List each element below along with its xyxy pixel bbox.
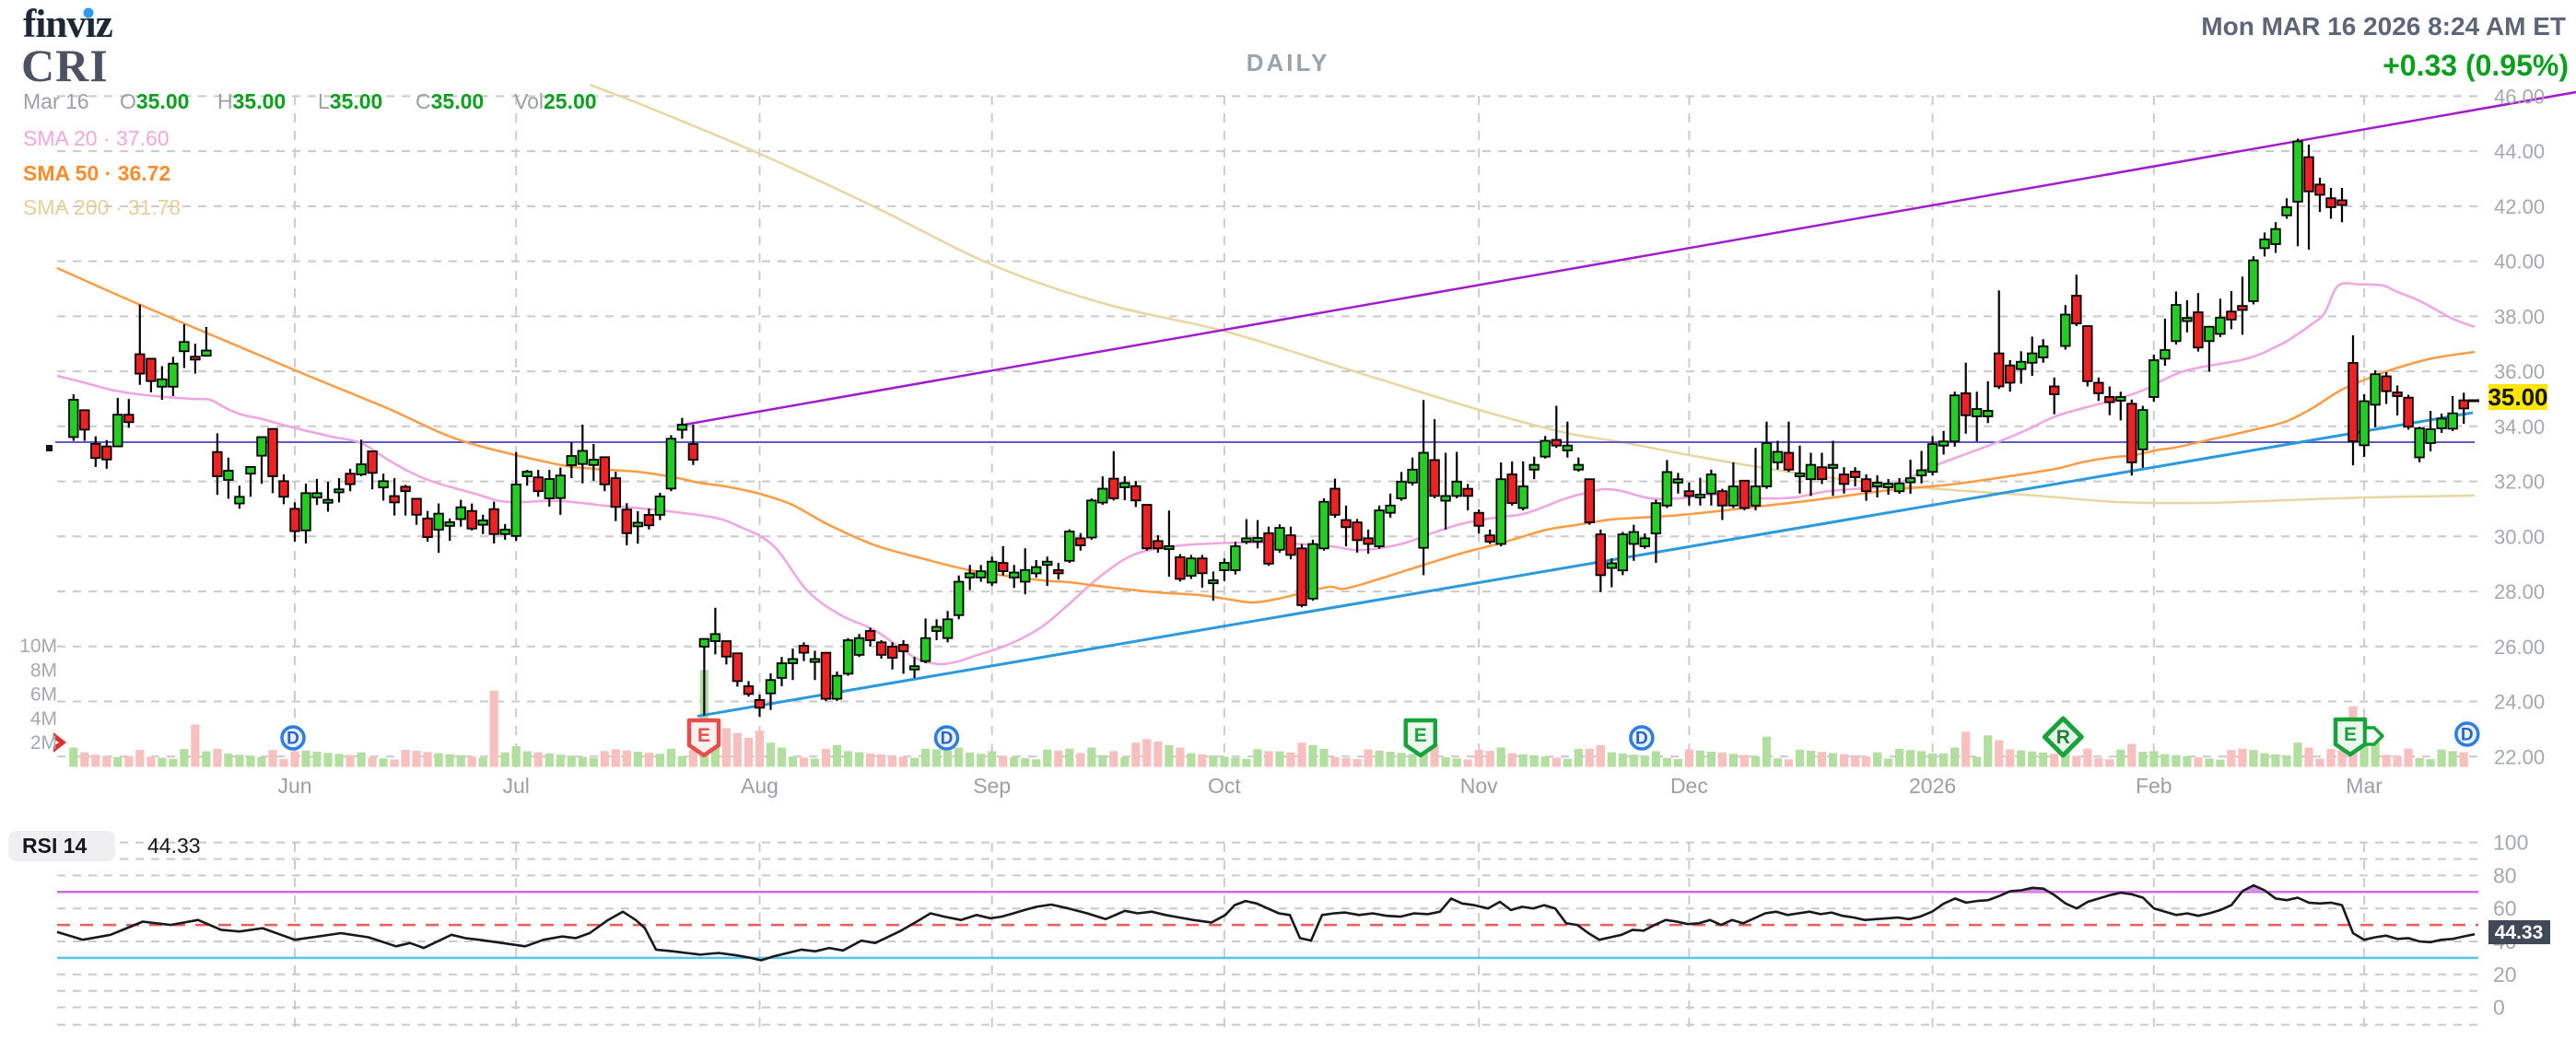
svg-text:H35.00: H35.00 xyxy=(217,89,286,113)
svg-text:O35.00: O35.00 xyxy=(120,89,189,113)
svg-text:finvız: finvız xyxy=(23,3,113,46)
svg-text:E: E xyxy=(1414,725,1427,746)
svg-text:Mar 16: Mar 16 xyxy=(23,89,89,113)
svg-text:0: 0 xyxy=(2493,996,2505,1020)
svg-text:2026: 2026 xyxy=(1909,774,1956,798)
svg-text:44.33: 44.33 xyxy=(2495,922,2544,943)
svg-text:10M: 10M xyxy=(19,636,57,657)
svg-text:SMA 20 · 37.60: SMA 20 · 37.60 xyxy=(23,126,170,150)
svg-text:Aug: Aug xyxy=(741,774,779,798)
svg-text:Jun: Jun xyxy=(277,774,311,798)
svg-text:32.00: 32.00 xyxy=(2494,471,2545,494)
svg-text:SMA 200 · 31.78: SMA 200 · 31.78 xyxy=(23,195,181,219)
svg-text:30.00: 30.00 xyxy=(2494,525,2545,548)
svg-text:Oct: Oct xyxy=(1208,774,1241,798)
svg-text:44.00: 44.00 xyxy=(2494,140,2545,163)
svg-text:E: E xyxy=(697,725,710,746)
svg-text:34.00: 34.00 xyxy=(2494,415,2545,438)
svg-text:R: R xyxy=(2056,727,2070,748)
svg-text:80: 80 xyxy=(2493,863,2517,887)
svg-text:C35.00: C35.00 xyxy=(416,89,484,113)
svg-text:Mar: Mar xyxy=(2346,774,2383,798)
svg-text:2M: 2M xyxy=(30,732,57,754)
svg-text:CRI: CRI xyxy=(21,40,109,91)
svg-text:8M: 8M xyxy=(30,660,57,681)
svg-text:26.00: 26.00 xyxy=(2494,636,2545,659)
svg-text:Feb: Feb xyxy=(2136,774,2172,798)
svg-text:+0.33 (0.95%): +0.33 (0.95%) xyxy=(2383,49,2569,82)
svg-text:6M: 6M xyxy=(30,684,57,706)
svg-text:42.00: 42.00 xyxy=(2494,195,2545,218)
svg-text:24.00: 24.00 xyxy=(2494,691,2545,714)
svg-text:28.00: 28.00 xyxy=(2494,580,2545,603)
svg-text:Jul: Jul xyxy=(502,774,529,798)
svg-text:36.00: 36.00 xyxy=(2494,360,2545,383)
svg-text:D: D xyxy=(941,730,954,749)
svg-text:60: 60 xyxy=(2493,896,2517,920)
svg-text:Vol25.00: Vol25.00 xyxy=(514,89,597,113)
svg-text:Mon MAR 16 2026 8:24 AM ET: Mon MAR 16 2026 8:24 AM ET xyxy=(2201,12,2566,41)
svg-text:35.00: 35.00 xyxy=(2488,383,2547,411)
svg-text:RSI 14: RSI 14 xyxy=(22,834,88,858)
svg-text:D: D xyxy=(287,730,299,749)
svg-text:100: 100 xyxy=(2493,831,2528,855)
svg-text:Nov: Nov xyxy=(1460,774,1498,798)
svg-text:20: 20 xyxy=(2493,963,2517,987)
svg-text:Sep: Sep xyxy=(973,774,1011,798)
svg-text:DAILY: DAILY xyxy=(1247,49,1330,76)
svg-text:D: D xyxy=(1635,730,1648,749)
svg-text:D: D xyxy=(2461,726,2474,745)
svg-text:SMA 50 · 36.72: SMA 50 · 36.72 xyxy=(23,161,170,185)
svg-text:40.00: 40.00 xyxy=(2494,251,2545,274)
svg-text:38.00: 38.00 xyxy=(2494,305,2545,328)
svg-text:L35.00: L35.00 xyxy=(318,89,382,113)
svg-text:22.00: 22.00 xyxy=(2494,745,2545,768)
svg-text:Dec: Dec xyxy=(1670,774,1708,798)
svg-text:46.00: 46.00 xyxy=(2494,85,2545,108)
svg-text:4M: 4M xyxy=(30,708,57,730)
svg-text:E: E xyxy=(2344,724,2357,745)
svg-text:44.33: 44.33 xyxy=(147,834,201,858)
